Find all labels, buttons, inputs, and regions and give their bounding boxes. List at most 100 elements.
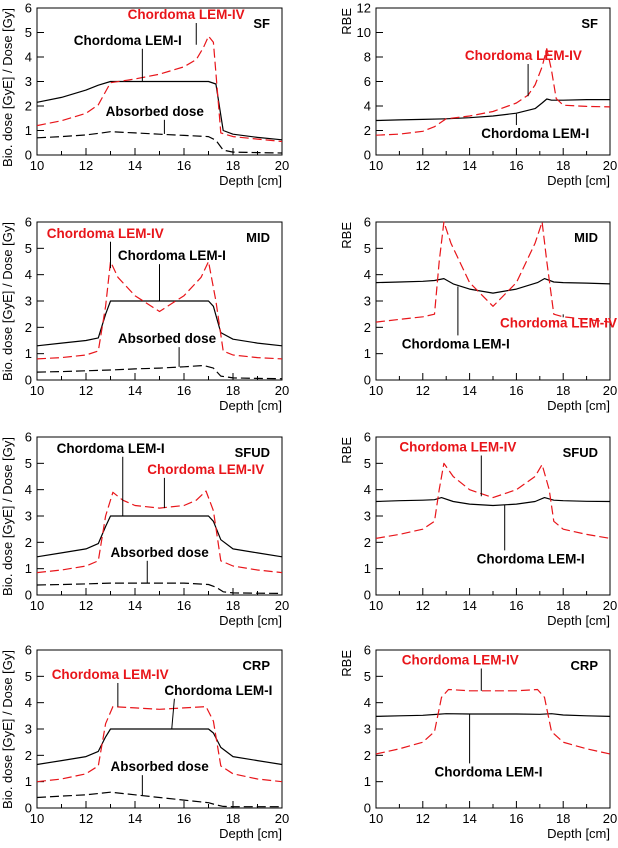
annotation-label: Absorbed dose xyxy=(118,331,217,346)
y-tick-label: 6 xyxy=(364,643,371,658)
y-axis-label: Bio. dose [GyE] / Dose [Gy] xyxy=(0,222,15,381)
y-tick-label: 5 xyxy=(364,241,371,256)
x-tick-label: 18 xyxy=(226,598,240,613)
panel-label: SFUD xyxy=(563,445,598,460)
chordoma-lem-iv-line xyxy=(375,688,611,755)
x-tick-label: 16 xyxy=(509,158,523,173)
x-tick-label: 16 xyxy=(509,383,523,398)
y-tick-label: 2 xyxy=(364,320,371,335)
y-tick-label: 6 xyxy=(25,1,32,16)
x-tick-label: 10 xyxy=(30,811,44,826)
y-tick-label: 4 xyxy=(25,267,32,282)
x-tick-label: 16 xyxy=(177,158,191,173)
y-tick-label: 12 xyxy=(357,1,371,16)
x-tick-label: 10 xyxy=(369,158,383,173)
y-tick-label: 1 xyxy=(25,774,32,789)
annotation-leader xyxy=(171,698,175,730)
x-axis-label: Depth [cm] xyxy=(547,613,610,628)
panel-label: SF xyxy=(253,16,270,31)
y-axis-label: RBE xyxy=(339,222,354,249)
chordoma-lem-i-line xyxy=(36,728,283,766)
y-tick-label: 4 xyxy=(364,267,371,282)
x-tick-label: 10 xyxy=(30,598,44,613)
y-tick-label: 1 xyxy=(364,774,371,789)
y-tick-label: 3 xyxy=(25,722,32,737)
x-tick-label: 18 xyxy=(226,383,240,398)
x-tick-label: 16 xyxy=(509,811,523,826)
x-tick-label: 12 xyxy=(416,158,430,173)
y-tick-label: 0 xyxy=(364,148,371,163)
x-tick-label: 16 xyxy=(177,811,191,826)
y-tick-label: 6 xyxy=(25,430,32,445)
annotation-label: Chordoma LEM-I xyxy=(477,551,585,566)
x-tick-label: 20 xyxy=(275,158,289,173)
x-axis-label: Depth [cm] xyxy=(547,398,610,413)
x-tick-label: 10 xyxy=(369,383,383,398)
y-tick-label: 4 xyxy=(364,695,371,710)
x-tick-label: 16 xyxy=(177,383,191,398)
y-tick-label: 6 xyxy=(25,215,32,230)
x-tick-label: 12 xyxy=(416,598,430,613)
y-tick-label: 2 xyxy=(25,99,32,114)
chordoma-lem-i-line xyxy=(375,497,611,507)
x-axis-label: Depth [cm] xyxy=(219,826,282,841)
y-tick-label: 5 xyxy=(25,241,32,256)
y-tick-label: 5 xyxy=(25,456,32,471)
y-tick-label: 5 xyxy=(25,669,32,684)
y-tick-label: 2 xyxy=(364,535,371,550)
chordoma-lem-i-line xyxy=(375,278,611,294)
x-axis-label: Depth [cm] xyxy=(219,613,282,628)
x-tick-label: 16 xyxy=(177,598,191,613)
y-axis-label: Bio. dose [GyE] / Dose [Gy] xyxy=(0,437,15,596)
y-tick-label: 3 xyxy=(364,294,371,309)
annotation-label: Absorbed dose xyxy=(111,545,210,560)
panel-label: CRP xyxy=(571,658,599,673)
x-tick-label: 18 xyxy=(556,598,570,613)
x-tick-label: 18 xyxy=(556,811,570,826)
y-tick-label: 3 xyxy=(25,74,32,89)
annotation-label: Chordoma LEM-IV xyxy=(47,226,164,241)
y-tick-label: 0 xyxy=(364,373,371,388)
annotation-label: Chordoma LEM-I xyxy=(435,764,543,779)
y-tick-label: 6 xyxy=(364,430,371,445)
x-tick-label: 14 xyxy=(462,158,476,173)
x-tick-label: 14 xyxy=(128,383,142,398)
x-tick-label: 20 xyxy=(603,383,617,398)
y-tick-label: 4 xyxy=(364,99,371,114)
x-axis-label: Depth [cm] xyxy=(219,398,282,413)
annotation-label: Absorbed dose xyxy=(111,759,210,774)
y-tick-label: 3 xyxy=(25,509,32,524)
y-tick-label: 0 xyxy=(25,801,32,816)
y-tick-label: 2 xyxy=(25,748,32,763)
y-tick-label: 6 xyxy=(364,74,371,89)
annotation-label: Chordoma LEM-I xyxy=(164,683,272,698)
chordoma-lem-i-line xyxy=(375,98,610,122)
x-tick-label: 12 xyxy=(416,383,430,398)
chordoma-lem-iv-line xyxy=(36,490,283,574)
annotation-label: Chordoma LEM-IV xyxy=(52,667,169,682)
x-tick-label: 20 xyxy=(603,598,617,613)
y-tick-label: 2 xyxy=(364,123,371,138)
y-tick-label: 6 xyxy=(25,643,32,658)
x-tick-label: 12 xyxy=(416,811,430,826)
x-tick-label: 12 xyxy=(79,158,93,173)
y-axis-label: RBE xyxy=(339,650,354,677)
annotation-label: Absorbed dose xyxy=(106,104,205,119)
y-tick-label: 0 xyxy=(25,148,32,163)
y-tick-label: 5 xyxy=(364,456,371,471)
y-axis-label: Bio. dose [GyE] / Dose [Gy] xyxy=(0,650,15,809)
y-tick-label: 5 xyxy=(364,669,371,684)
absorbed-dose-line xyxy=(36,582,283,595)
annotation-label: Chordoma LEM-IV xyxy=(147,462,264,477)
y-tick-label: 2 xyxy=(25,320,32,335)
y-tick-label: 1 xyxy=(364,561,371,576)
y-tick-label: 4 xyxy=(25,482,32,497)
y-tick-label: 0 xyxy=(25,373,32,388)
chordoma-lem-iv-line xyxy=(36,35,283,143)
x-tick-label: 12 xyxy=(79,383,93,398)
x-tick-label: 14 xyxy=(128,158,142,173)
